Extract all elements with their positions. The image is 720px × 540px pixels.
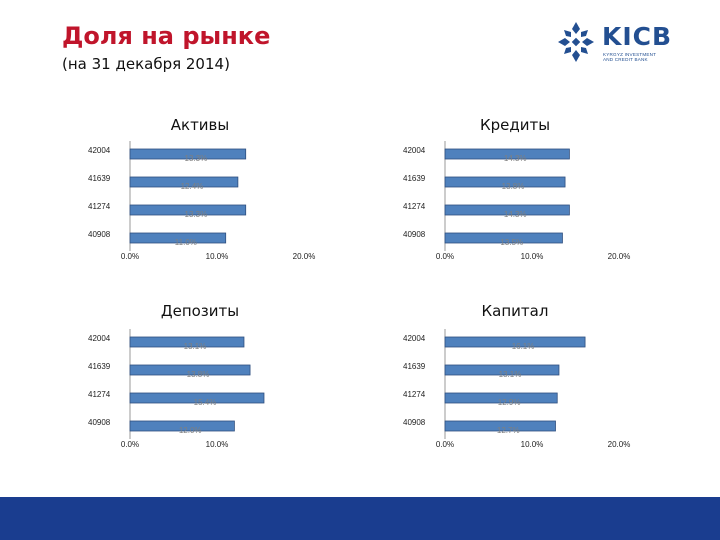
category-label: 40908 — [88, 230, 111, 239]
chart-plot: 42004 13.3% 41639 12.4% 41274 13.3% 40908 11.0%… — [88, 141, 315, 261]
category-label: 41274 — [88, 202, 111, 211]
logo-ornament-icon — [558, 22, 594, 62]
tick-label: 10.0% — [206, 440, 229, 449]
data-label: 12.7% — [497, 426, 520, 435]
page-subtitle: (на 31 декабря 2014) — [62, 55, 230, 73]
bar — [129, 204, 247, 216]
data-label: 13.5% — [500, 238, 523, 247]
chart-title: Капитал — [481, 302, 549, 320]
bar — [129, 420, 235, 432]
bar — [129, 176, 239, 188]
bar — [129, 364, 251, 376]
data-label: 14.3% — [504, 210, 527, 219]
tick-label: 10.0% — [521, 252, 544, 261]
chart-assets: Активы 42004 13.3% 41639 12.4% 41274 13.3% 409… — [88, 112, 315, 272]
bar — [129, 392, 265, 404]
tick-label: 0.0% — [121, 252, 139, 261]
chart-capital: Капитал 42004 16.1% 41639 13.1% 41274 12.9% 40… — [403, 300, 630, 460]
bank-logo: KICB KYRGYZ INVESTMENT AND CREDIT BANK — [557, 18, 692, 66]
category-label: 41639 — [403, 362, 426, 371]
bar — [444, 232, 563, 244]
data-label: 11.0% — [175, 238, 197, 247]
data-label: 14.3% — [504, 154, 527, 163]
tick-label: 10.0% — [521, 440, 544, 449]
chart-title: Депозиты — [160, 302, 240, 320]
bar — [444, 420, 556, 432]
bar — [129, 148, 247, 160]
bar — [444, 364, 560, 376]
page-title: Доля на рынке — [62, 22, 271, 50]
chart-loans: Кредиты 42004 14.3% 41639 13.8% 41274 14.3% 40… — [403, 112, 630, 272]
bar — [444, 148, 570, 160]
data-label: 16.1% — [512, 342, 535, 351]
chart-deposits: Депозиты 42004 13.1% 41639 13.8% 41274 15.4% 4… — [88, 300, 310, 460]
logo-tagline-line-1: KYRGYZ INVESTMENT — [603, 52, 657, 57]
data-label: 12.4% — [181, 182, 204, 191]
category-label: 41274 — [88, 390, 111, 399]
tick-label: 20.0% — [293, 252, 316, 261]
tick-label: 20.0% — [608, 252, 631, 261]
data-label: 13.8% — [187, 370, 210, 379]
tick-label: 0.0% — [436, 252, 454, 261]
category-label: 41639 — [403, 174, 426, 183]
data-label: 13.3% — [185, 210, 208, 219]
data-label: 12.9% — [498, 398, 521, 407]
category-label: 42004 — [403, 334, 426, 343]
bar — [444, 336, 586, 348]
tick-label: 20.0% — [608, 440, 631, 449]
logo-name: KICB — [602, 22, 673, 51]
bar — [444, 204, 570, 216]
data-label: 13.3% — [185, 154, 208, 163]
category-label: 40908 — [88, 418, 111, 427]
data-label: 12.0% — [179, 426, 202, 435]
category-label: 40908 — [403, 230, 426, 239]
bar — [129, 336, 245, 348]
category-label: 41639 — [88, 174, 111, 183]
chart-plot: 42004 14.3% 41639 13.8% 41274 14.3% 40908 13.5%… — [403, 141, 630, 261]
data-label: 13.1% — [499, 370, 522, 379]
logo-tagline: KYRGYZ INVESTMENT AND CREDIT BANK — [603, 52, 656, 62]
logo-tagline-line-2: AND CREDIT BANK — [603, 57, 648, 62]
bar — [129, 232, 227, 244]
data-label: 15.4% — [194, 398, 217, 407]
category-label: 41274 — [403, 202, 426, 211]
tick-label: 10.0% — [206, 252, 229, 261]
bar — [444, 176, 566, 188]
footer-band — [0, 497, 720, 540]
tick-label: 0.0% — [436, 440, 454, 449]
data-label: 13.1% — [184, 342, 207, 351]
category-label: 40908 — [403, 418, 426, 427]
chart-title: Активы — [170, 116, 230, 134]
bar — [444, 392, 558, 404]
tick-label: 0.0% — [121, 440, 139, 449]
chart-title: Кредиты — [479, 116, 551, 134]
chart-plot: 42004 13.1% 41639 13.8% 41274 15.4% 40908 12.0%… — [88, 329, 265, 449]
category-label: 42004 — [88, 334, 111, 343]
chart-plot: 42004 16.1% 41639 13.1% 41274 12.9% 40908 12.7%… — [403, 329, 630, 449]
category-label: 41274 — [403, 390, 426, 399]
data-label: 13.8% — [502, 182, 525, 191]
category-label: 42004 — [88, 146, 111, 155]
category-label: 41639 — [88, 362, 111, 371]
category-label: 42004 — [403, 146, 426, 155]
